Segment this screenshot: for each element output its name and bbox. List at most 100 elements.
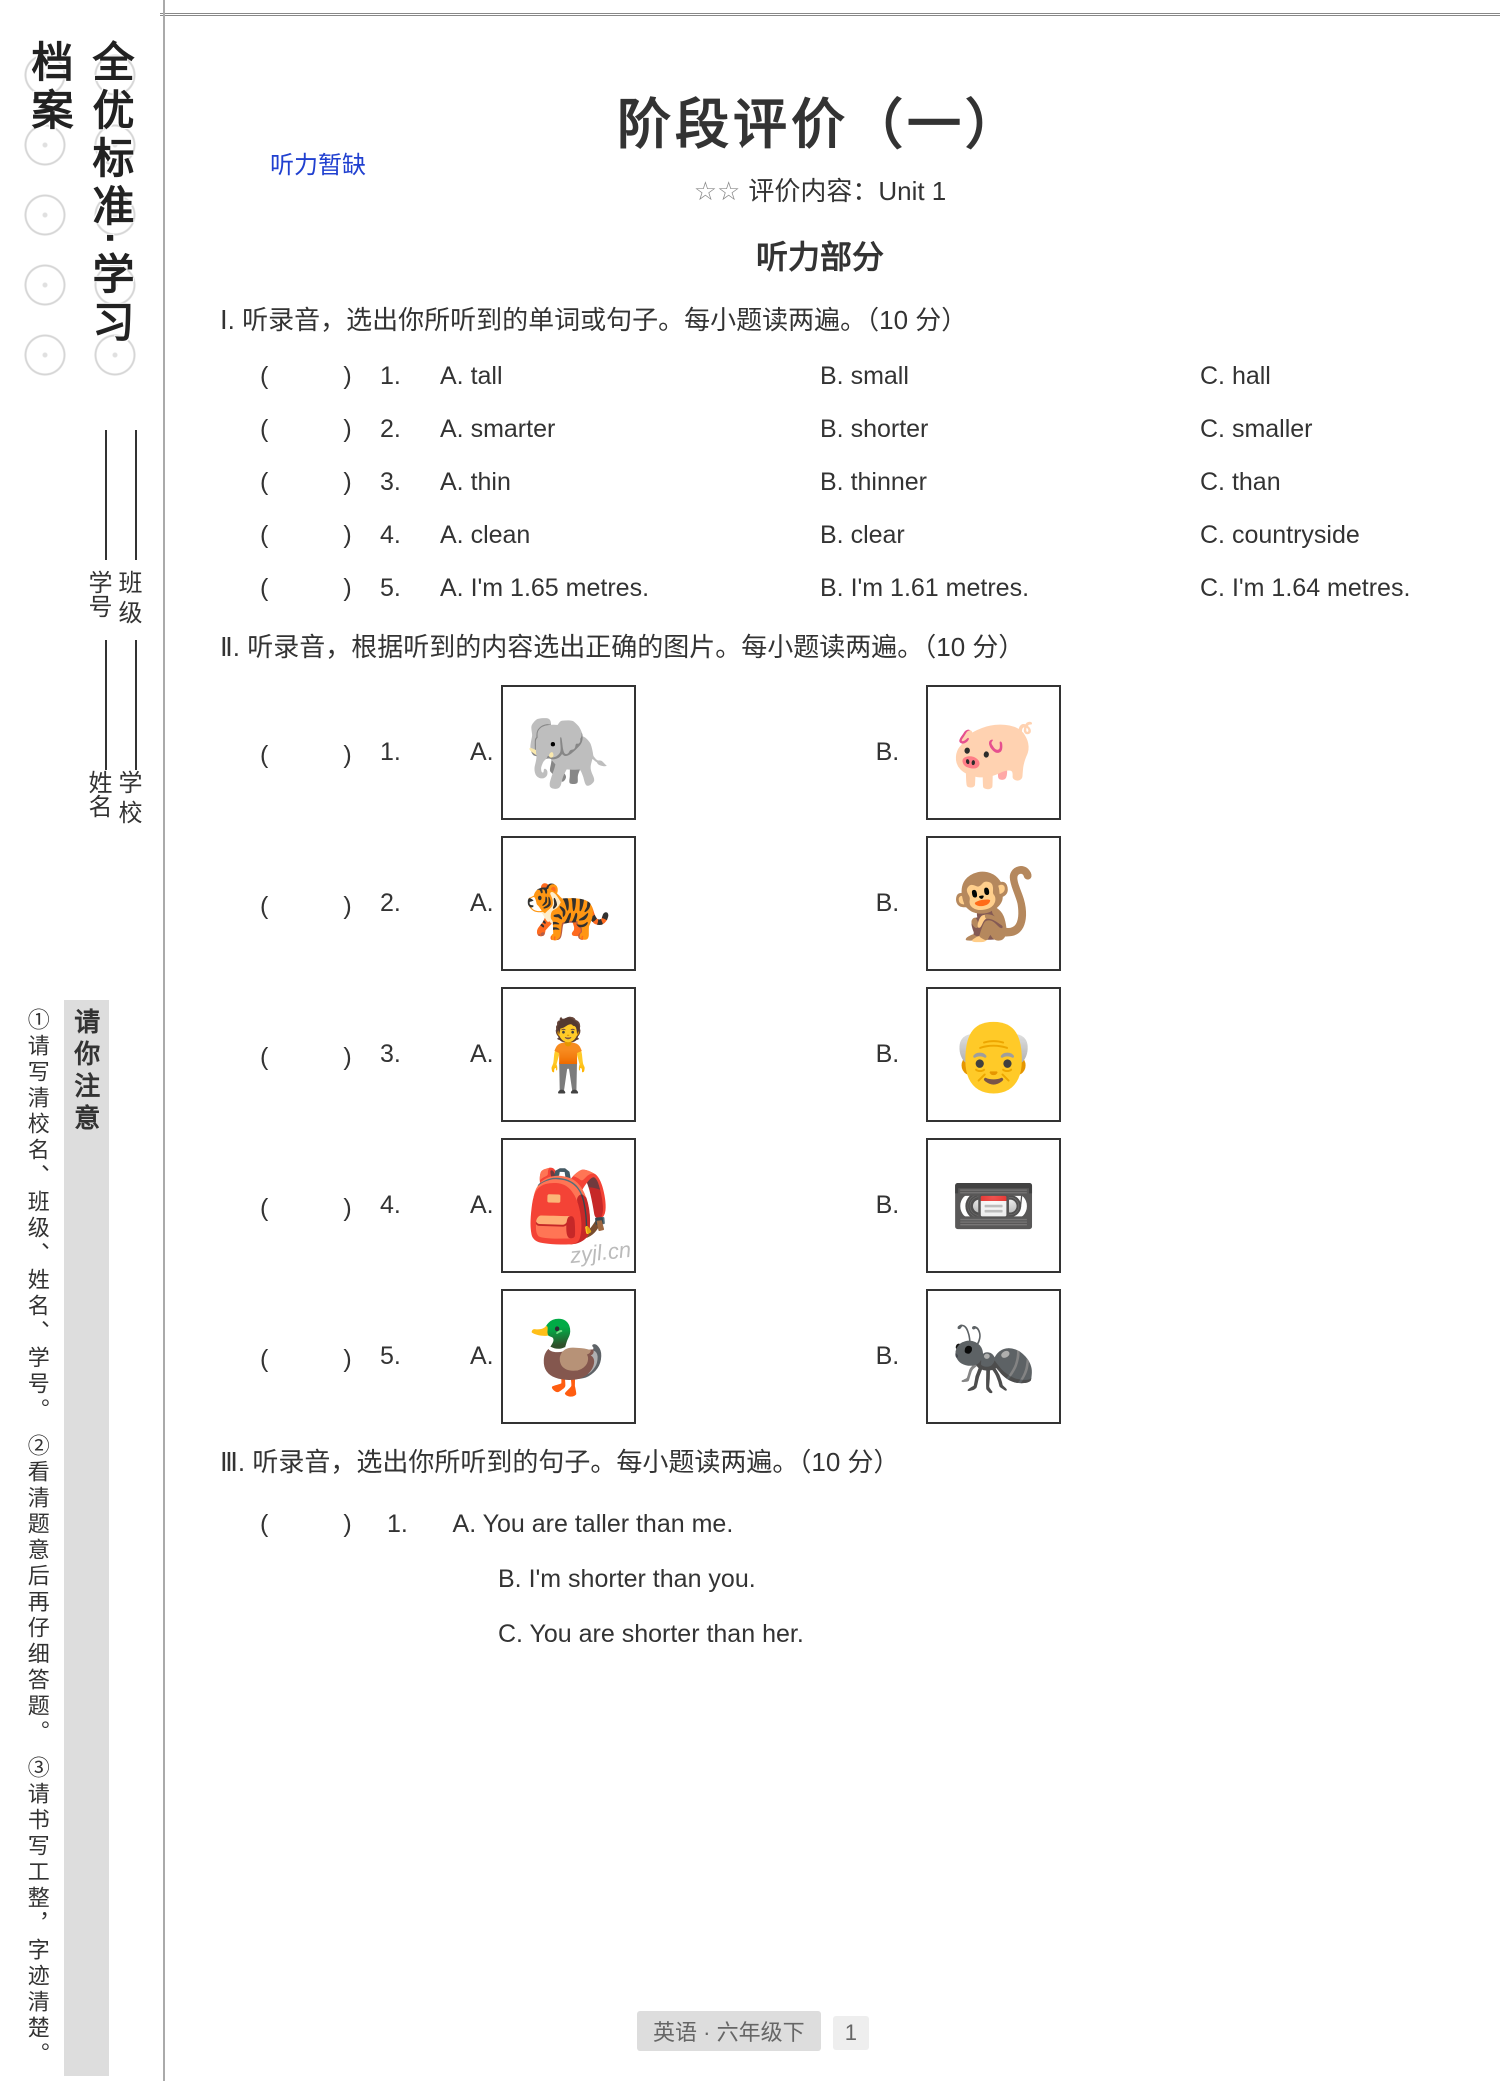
answer-blank[interactable]: ( ) xyxy=(260,460,380,505)
option-b: B. clear xyxy=(820,513,1200,558)
option-c: C. I'm 1.64 metres. xyxy=(1200,566,1420,611)
answer-blank[interactable]: ( ) xyxy=(260,886,380,922)
section1-instruction: Ⅰ. 听录音，选出你所听到的单词或句子。每小题读两遍。（10 分） xyxy=(220,298,1420,342)
question-number: 1. xyxy=(380,354,440,399)
notice-title: 请你注意 xyxy=(64,1000,109,2076)
picture-question-row: ( ) 3. A. 🧍 B. 👴 xyxy=(260,987,1420,1122)
answer-blank[interactable]: ( ) xyxy=(260,735,380,771)
option-b: B. shorter xyxy=(820,407,1200,452)
left-sidebar: 全优标准·学习档案 班级 学校 学号 姓名 ①请写清校名、班级、姓名、学号。 ②… xyxy=(0,0,165,2081)
top-border-decoration xyxy=(160,0,1500,16)
option-a: A. clean xyxy=(440,513,820,558)
fill-line xyxy=(135,430,137,560)
answer-blank[interactable]: ( ) xyxy=(260,566,380,611)
option-b: B. thinner xyxy=(820,460,1200,505)
option-a-label: A. xyxy=(470,1040,501,1069)
option-a-image: 🦆 xyxy=(501,1289,636,1424)
monkey-icon: 🐒 xyxy=(950,869,1037,939)
answer-blank[interactable]: ( ) xyxy=(260,1188,380,1224)
backpack-icon: 🎒 xyxy=(524,1171,611,1241)
fill-line xyxy=(105,640,107,770)
option-c: C. You are shorter than her. xyxy=(498,1607,1420,1662)
question-number: 3. xyxy=(380,1040,470,1069)
old-man-icon: 👴 xyxy=(950,1020,1037,1090)
pig-icon: 🐖 xyxy=(950,718,1037,788)
worksheet-page: 全优标准·学习档案 班级 学校 学号 姓名 ①请写清校名、班级、姓名、学号。 ②… xyxy=(0,0,1500,2081)
page-title: 阶段评价（一） xyxy=(220,80,1420,159)
answer-blank[interactable]: ( ) xyxy=(260,407,380,452)
label-xuehao: 学号 xyxy=(80,570,115,618)
option-a-image: 🎒 xyxy=(501,1138,636,1273)
footer-subject: 英语 · 六年级下 xyxy=(637,2011,821,2051)
badge-text: 全优标准·学习档案 xyxy=(19,40,141,390)
stars-icon: ☆☆ xyxy=(694,176,741,206)
question-row: ( ) 3. A. thin B. thinner C. than xyxy=(260,460,1420,505)
ant-icon: 🐜 xyxy=(950,1322,1037,1392)
option-c: C. than xyxy=(1200,460,1420,505)
brand-badge: 全优标准·学习档案 xyxy=(10,40,150,390)
option-a: A. tall xyxy=(440,354,820,399)
question-line: ( ) 1. A. You are taller than me. xyxy=(260,1497,1420,1552)
answer-blank[interactable]: ( ) xyxy=(260,513,380,558)
picture-question-row: ( ) 1. A. 🐘 B. 🐖 xyxy=(260,685,1420,820)
option-b-label: B. xyxy=(876,738,907,767)
section3-question: ( ) 1. A. You are taller than me. B. I'm… xyxy=(260,1497,1420,1662)
section-title-listening: 听力部分 xyxy=(220,232,1420,278)
label-xuexiao-group: 学校 xyxy=(110,770,145,830)
footer-page-number: 1 xyxy=(833,2016,869,2050)
label-xuexiao: 学校 xyxy=(110,770,145,830)
label-banji: 班级 xyxy=(110,570,145,630)
question-number: 3. xyxy=(380,460,440,505)
option-a-image: 🧍 xyxy=(501,987,636,1122)
option-a-label: A. xyxy=(470,889,501,918)
option-c: C. smaller xyxy=(1200,407,1420,452)
picture-question-row: ( ) 4. A. 🎒 B. 📼 xyxy=(260,1138,1420,1273)
elephant-icon: 🐘 xyxy=(524,718,611,788)
pencilcase-icon: 📼 xyxy=(950,1171,1037,1241)
option-b-label: B. xyxy=(876,1342,907,1371)
option-a-label: A. xyxy=(470,1342,501,1371)
question-row: ( ) 2. A. smarter B. shorter C. smaller xyxy=(260,407,1420,452)
page-footer: 英语 · 六年级下 1 xyxy=(0,2011,1500,2051)
option-a: A. You are taller than me. xyxy=(453,1510,734,1538)
option-b-image: 👴 xyxy=(926,987,1061,1122)
option-b-image: 📼 xyxy=(926,1138,1061,1273)
section2-instruction: Ⅱ. 听录音，根据听到的内容选出正确的图片。每小题读两遍。（10 分） xyxy=(220,625,1420,669)
option-a: A. smarter xyxy=(440,407,820,452)
question-row: ( ) 5. A. I'm 1.65 metres. B. I'm 1.61 m… xyxy=(260,566,1420,611)
option-b-label: B. xyxy=(876,1191,907,1220)
fill-line xyxy=(135,640,137,770)
option-a-label: A. xyxy=(470,738,501,767)
section1-questions: ( ) 1. A. tall B. small C. hall ( ) 2. A… xyxy=(220,354,1420,611)
option-c: C. hall xyxy=(1200,354,1420,399)
answer-blank[interactable]: ( ) xyxy=(260,354,380,399)
label-xingming: 姓名 xyxy=(80,770,115,818)
option-a: A. I'm 1.65 metres. xyxy=(440,566,820,611)
picture-question-row: ( ) 2. A. 🐅 B. 🐒 xyxy=(260,836,1420,971)
question-number: 5. xyxy=(380,566,440,611)
option-b: B. I'm shorter than you. xyxy=(498,1552,1420,1607)
option-b: B. small xyxy=(820,354,1200,399)
listening-missing-note: 听力暂缺 xyxy=(270,145,366,180)
option-a: A. thin xyxy=(440,460,820,505)
question-row: ( ) 1. A. tall B. small C. hall xyxy=(260,354,1420,399)
label-banji-group: 班级 xyxy=(110,570,145,630)
subtitle-text: 评价内容：Unit 1 xyxy=(748,176,946,206)
section2-questions: ( ) 1. A. 🐘 B. 🐖 ( ) 2. A. 🐅 B. 🐒 ( ) 3.… xyxy=(220,685,1420,1424)
fill-line xyxy=(105,430,107,560)
subtitle: ☆☆评价内容：Unit 1 xyxy=(220,171,1420,208)
answer-blank[interactable]: ( ) xyxy=(260,1497,380,1552)
option-c: C. countryside xyxy=(1200,513,1420,558)
answer-blank[interactable]: ( ) xyxy=(260,1339,380,1375)
question-number: 4. xyxy=(380,1191,470,1220)
notice-items: ①请写清校名、班级、姓名、学号。 ②看清题意后再仔细答题。 ③请书写工整，字迹清… xyxy=(10,1000,64,2076)
question-number: 4. xyxy=(380,513,440,558)
option-b-label: B. xyxy=(876,1040,907,1069)
section3-instruction: Ⅲ. 听录音，选出你所听到的句子。每小题读两遍。（10 分） xyxy=(220,1440,1420,1484)
answer-blank[interactable]: ( ) xyxy=(260,1037,380,1073)
question-number: 2. xyxy=(380,407,440,452)
notice-box: ①请写清校名、班级、姓名、学号。 ②看清题意后再仔细答题。 ③请书写工整，字迹清… xyxy=(10,1000,150,2076)
question-number: 5. xyxy=(380,1342,470,1371)
main-content: 听力暂缺 阶段评价（一） ☆☆评价内容：Unit 1 听力部分 Ⅰ. 听录音，选… xyxy=(180,80,1420,1662)
picture-question-row: ( ) 5. A. 🦆 B. 🐜 xyxy=(260,1289,1420,1424)
